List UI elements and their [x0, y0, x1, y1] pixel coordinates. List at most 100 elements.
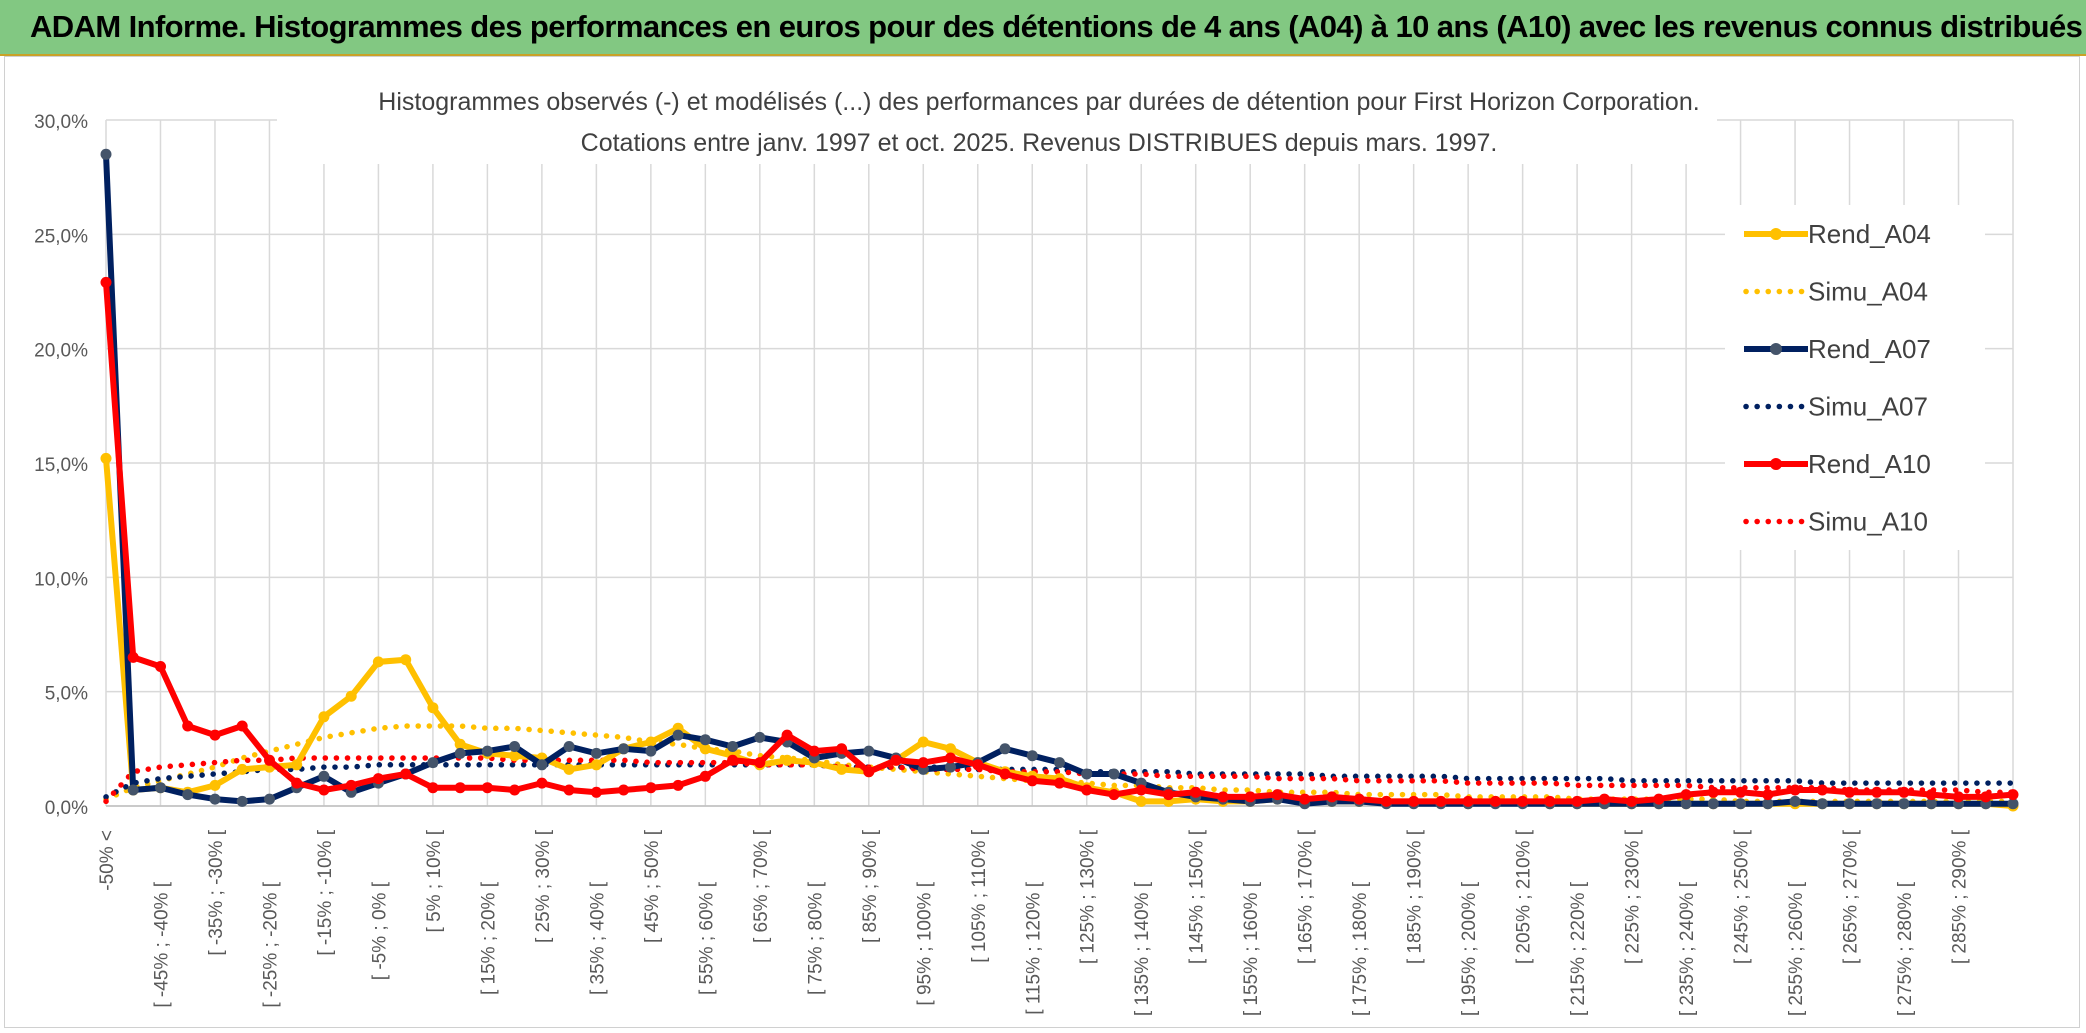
chart-frame [4, 56, 2080, 1028]
x-tick-label: [ 85% ; 90% [ [860, 829, 881, 943]
series-point-Rend_A10 [1244, 791, 1256, 803]
series-point-Rend_A10 [1762, 789, 1774, 801]
series-point-Rend_A10 [645, 782, 657, 794]
series-point-Rend_A10 [427, 782, 439, 794]
series-point-Rend_A04 [917, 736, 929, 748]
series-point-Rend_A10 [1980, 791, 1992, 803]
series-point-Rend_A07 [945, 761, 956, 773]
series-point-Rend_A10 [182, 720, 194, 732]
x-tick-label: [ 35% ; 40% [ [587, 881, 608, 995]
x-axis-ticks: -50% < [ -45% ; -40% [[ -35% ; -30% [[ -2… [97, 829, 1971, 1016]
series-point-Rend_A10 [754, 757, 766, 769]
series-point-Rend_A10 [945, 752, 956, 764]
series-point-Rend_A10 [1380, 795, 1392, 807]
series-point-Rend_A10 [1299, 793, 1311, 805]
series-point-Rend_A07 [1789, 795, 1801, 807]
series-point-Rend_A07 [1026, 750, 1038, 762]
y-tick-label: 10,0% [34, 569, 88, 590]
series-point-Rend_A10 [972, 759, 984, 771]
series-point-Rend_A04 [590, 759, 602, 771]
legend-marker-Rend_A04 [1770, 228, 1782, 240]
x-tick-label: [ -15% ; -10% [ [315, 829, 336, 955]
legend-label: Simu_A07 [1808, 392, 1928, 422]
series-point-Rend_A10 [1271, 789, 1283, 801]
series-point-Rend_A07 [427, 757, 439, 769]
series-point-Rend_A04 [781, 754, 793, 766]
series-point-Rend_A07 [509, 741, 521, 752]
series-point-Rend_A07 [618, 743, 630, 755]
x-tick-label: [ 55% ; 60% [ [696, 881, 717, 995]
title-box [277, 78, 1717, 164]
series-point-Rend_A10 [509, 784, 521, 796]
legend: Rend_A04 Simu_A04 Rend_A07 Simu_A07 Rend_A10… [1743, 219, 1931, 537]
x-tick-label: [ 205% ; 210% [ [1514, 829, 1535, 964]
series-point-Rend_A07 [1680, 798, 1692, 810]
series-point-Rend_A04 [454, 738, 466, 750]
series-point-Rend_A07 [1762, 798, 1774, 810]
legend-label: Rend_A04 [1808, 219, 1931, 249]
series-point-Rend_A07 [264, 793, 275, 805]
series-point-Rend_A07 [1735, 798, 1747, 810]
y-tick-label: 25,0% [34, 226, 88, 247]
series-point-Rend_A10 [917, 757, 929, 769]
x-tick-label: [ 245% ; 250% [ [1732, 829, 1753, 964]
chart-subtitle: Cotations entre janv. 1997 et oct. 2025.… [581, 129, 1498, 157]
legend-label: Simu_A10 [1808, 507, 1928, 537]
series-point-Rend_A10 [618, 784, 630, 796]
legend-label: Rend_A07 [1808, 334, 1931, 364]
series-point-Rend_A07 [645, 745, 657, 757]
series-point-Rend_A04 [563, 763, 575, 775]
series-layer [100, 148, 2019, 812]
series-point-Rend_A10 [1898, 786, 1910, 798]
x-tick-label: [ -45% ; -40% [ [151, 881, 172, 1007]
x-tick-label: [ 65% ; 70% [ [751, 829, 772, 943]
y-tick-label: 30,0% [34, 112, 88, 133]
series-point-Rend_A10 [1680, 789, 1692, 801]
series-point-Rend_A07 [1707, 798, 1719, 810]
series-point-Rend_A04 [836, 763, 848, 775]
series-point-Rend_A10 [372, 773, 384, 785]
series-point-Rend_A07 [999, 743, 1011, 755]
series-point-Rend_A07 [155, 782, 166, 794]
series-point-Rend_A10 [1844, 786, 1855, 798]
series-point-Rend_A10 [1435, 795, 1447, 807]
series-point-Rend_A10 [481, 782, 493, 794]
series-point-Rend_A10 [1816, 784, 1828, 796]
series-point-Rend_A10 [781, 729, 793, 741]
series-point-Rend_A10 [1163, 789, 1174, 801]
series-point-Rend_A10 [1462, 795, 1474, 807]
series-point-Rend_A10 [1026, 775, 1038, 787]
series-line-Simu_A10 [103, 755, 2016, 805]
x-tick-label: [ 275% ; 280% [ [1895, 881, 1916, 1016]
legend-marker-Rend_A07 [1770, 343, 1782, 355]
series-point-Rend_A07 [182, 789, 194, 801]
x-tick-label: [ 175% ; 180% [ [1350, 881, 1371, 1016]
x-tick-label: [ 165% ; 170% [ [1296, 829, 1317, 964]
x-tick-label: [ 225% ; 230% [ [1623, 829, 1644, 964]
series-point-Rend_A10 [1735, 786, 1747, 798]
series-point-Rend_A10 [1135, 784, 1147, 796]
series-point-Rend_A07 [1898, 798, 1910, 810]
series-point-Rend_A10 [536, 777, 548, 789]
x-tick-label: [ 5% ; 10% [ [424, 829, 445, 932]
series-point-Rend_A07 [127, 784, 139, 796]
series-point-Rend_A04 [400, 654, 412, 666]
x-tick-label: [ 45% ; 50% [ [642, 829, 663, 943]
series-point-Rend_A10 [1353, 793, 1365, 805]
series-point-Rend_A04 [645, 736, 657, 748]
legend-box [1725, 205, 1985, 550]
series-point-Rend_A10 [672, 779, 684, 791]
series-point-Rend_A10 [155, 661, 166, 672]
series-point-Rend_A10 [318, 784, 330, 796]
series-point-Rend_A04 [699, 743, 711, 755]
series-point-Rend_A07 [318, 770, 330, 782]
series-point-Rend_A10 [1054, 777, 1065, 789]
series-point-Rend_A07 [100, 148, 112, 160]
series-point-Rend_A04 [945, 743, 956, 755]
series-point-Rend_A10 [1408, 795, 1420, 807]
series-point-Rend_A07 [209, 793, 221, 805]
series-point-Rend_A04 [509, 750, 521, 762]
series-point-Rend_A07 [672, 729, 684, 741]
series-point-Rend_A10 [1544, 795, 1556, 807]
series-point-Rend_A07 [1054, 757, 1065, 769]
